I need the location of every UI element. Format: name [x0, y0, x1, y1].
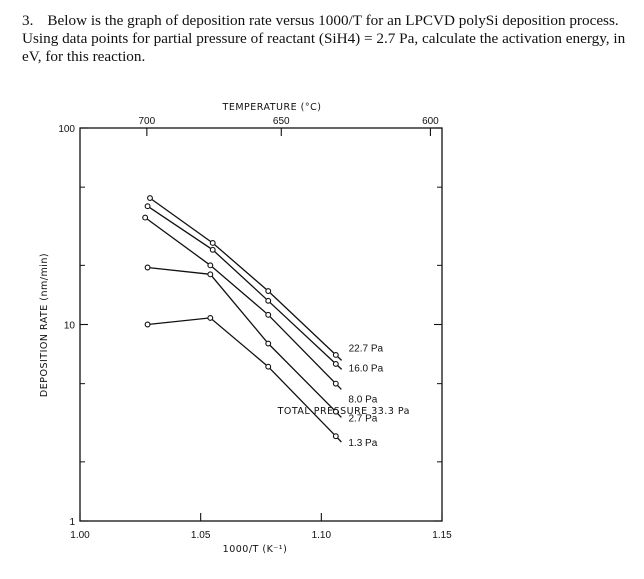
x-tick-label: 1.05 [191, 530, 211, 541]
data-point [265, 311, 272, 318]
data-point [207, 262, 214, 269]
data-point [209, 246, 216, 253]
top-tick-label: 700 [139, 116, 156, 127]
x-axis-label: 1000/T (K⁻¹) [223, 544, 288, 555]
data-point [207, 314, 214, 321]
total-pressure-annotation: TOTAL PRESSURE 33.3 Pa [277, 406, 410, 417]
data-point [144, 321, 151, 328]
top-tick-label: 600 [422, 116, 439, 127]
top-tick-label: 650 [273, 116, 290, 127]
x-tick-label: 1.10 [312, 530, 332, 541]
series-label: 16.0 Pa [349, 363, 384, 374]
question-text: 3. Below is the graph of deposition rate … [22, 12, 632, 66]
data-point [147, 195, 153, 202]
series-line [147, 317, 342, 443]
y-tick-label: 100 [58, 124, 75, 135]
y-axis-label: DEPOSITION RATE (nm/min) [39, 253, 50, 397]
data-point [265, 363, 272, 370]
series-label: 2.7 Pa [348, 413, 377, 424]
plot-frame [79, 127, 443, 522]
series-line [149, 197, 343, 361]
data-point [332, 360, 339, 367]
series-group: 22.7 Pa 16.0 Pa 8.0 Pa 2.7 Pa 1.3 Pa [142, 195, 384, 449]
question-number: 3. [22, 12, 34, 29]
data-point [265, 340, 272, 347]
tick-group: 1.00 1.05 1.10 1.15 700 650 600 1 10 100 [58, 116, 452, 541]
data-point [207, 271, 214, 278]
data-point [144, 264, 151, 271]
data-point [265, 297, 272, 304]
x-tick-label: 1.15 [432, 530, 452, 541]
data-point [142, 214, 149, 221]
data-point [332, 380, 339, 387]
data-point [332, 408, 339, 415]
data-point [144, 203, 151, 210]
series-line [147, 205, 343, 370]
series-line [144, 217, 342, 390]
y-tick-label: 10 [64, 321, 76, 332]
top-axis-label: TEMPERATURE (°C) [222, 102, 322, 113]
question-body: Below is the graph of deposition rate ve… [22, 12, 626, 65]
data-point [265, 288, 272, 294]
data-point [332, 351, 339, 358]
series-label: 22.7 Pa [349, 343, 384, 354]
data-point [209, 240, 216, 246]
series-label: 8.0 Pa [348, 394, 377, 405]
y-tick-label: 1 [69, 517, 75, 528]
x-tick-label: 1.00 [70, 530, 90, 541]
series-label: 1.3 Pa [348, 438, 377, 449]
data-point [332, 433, 339, 440]
